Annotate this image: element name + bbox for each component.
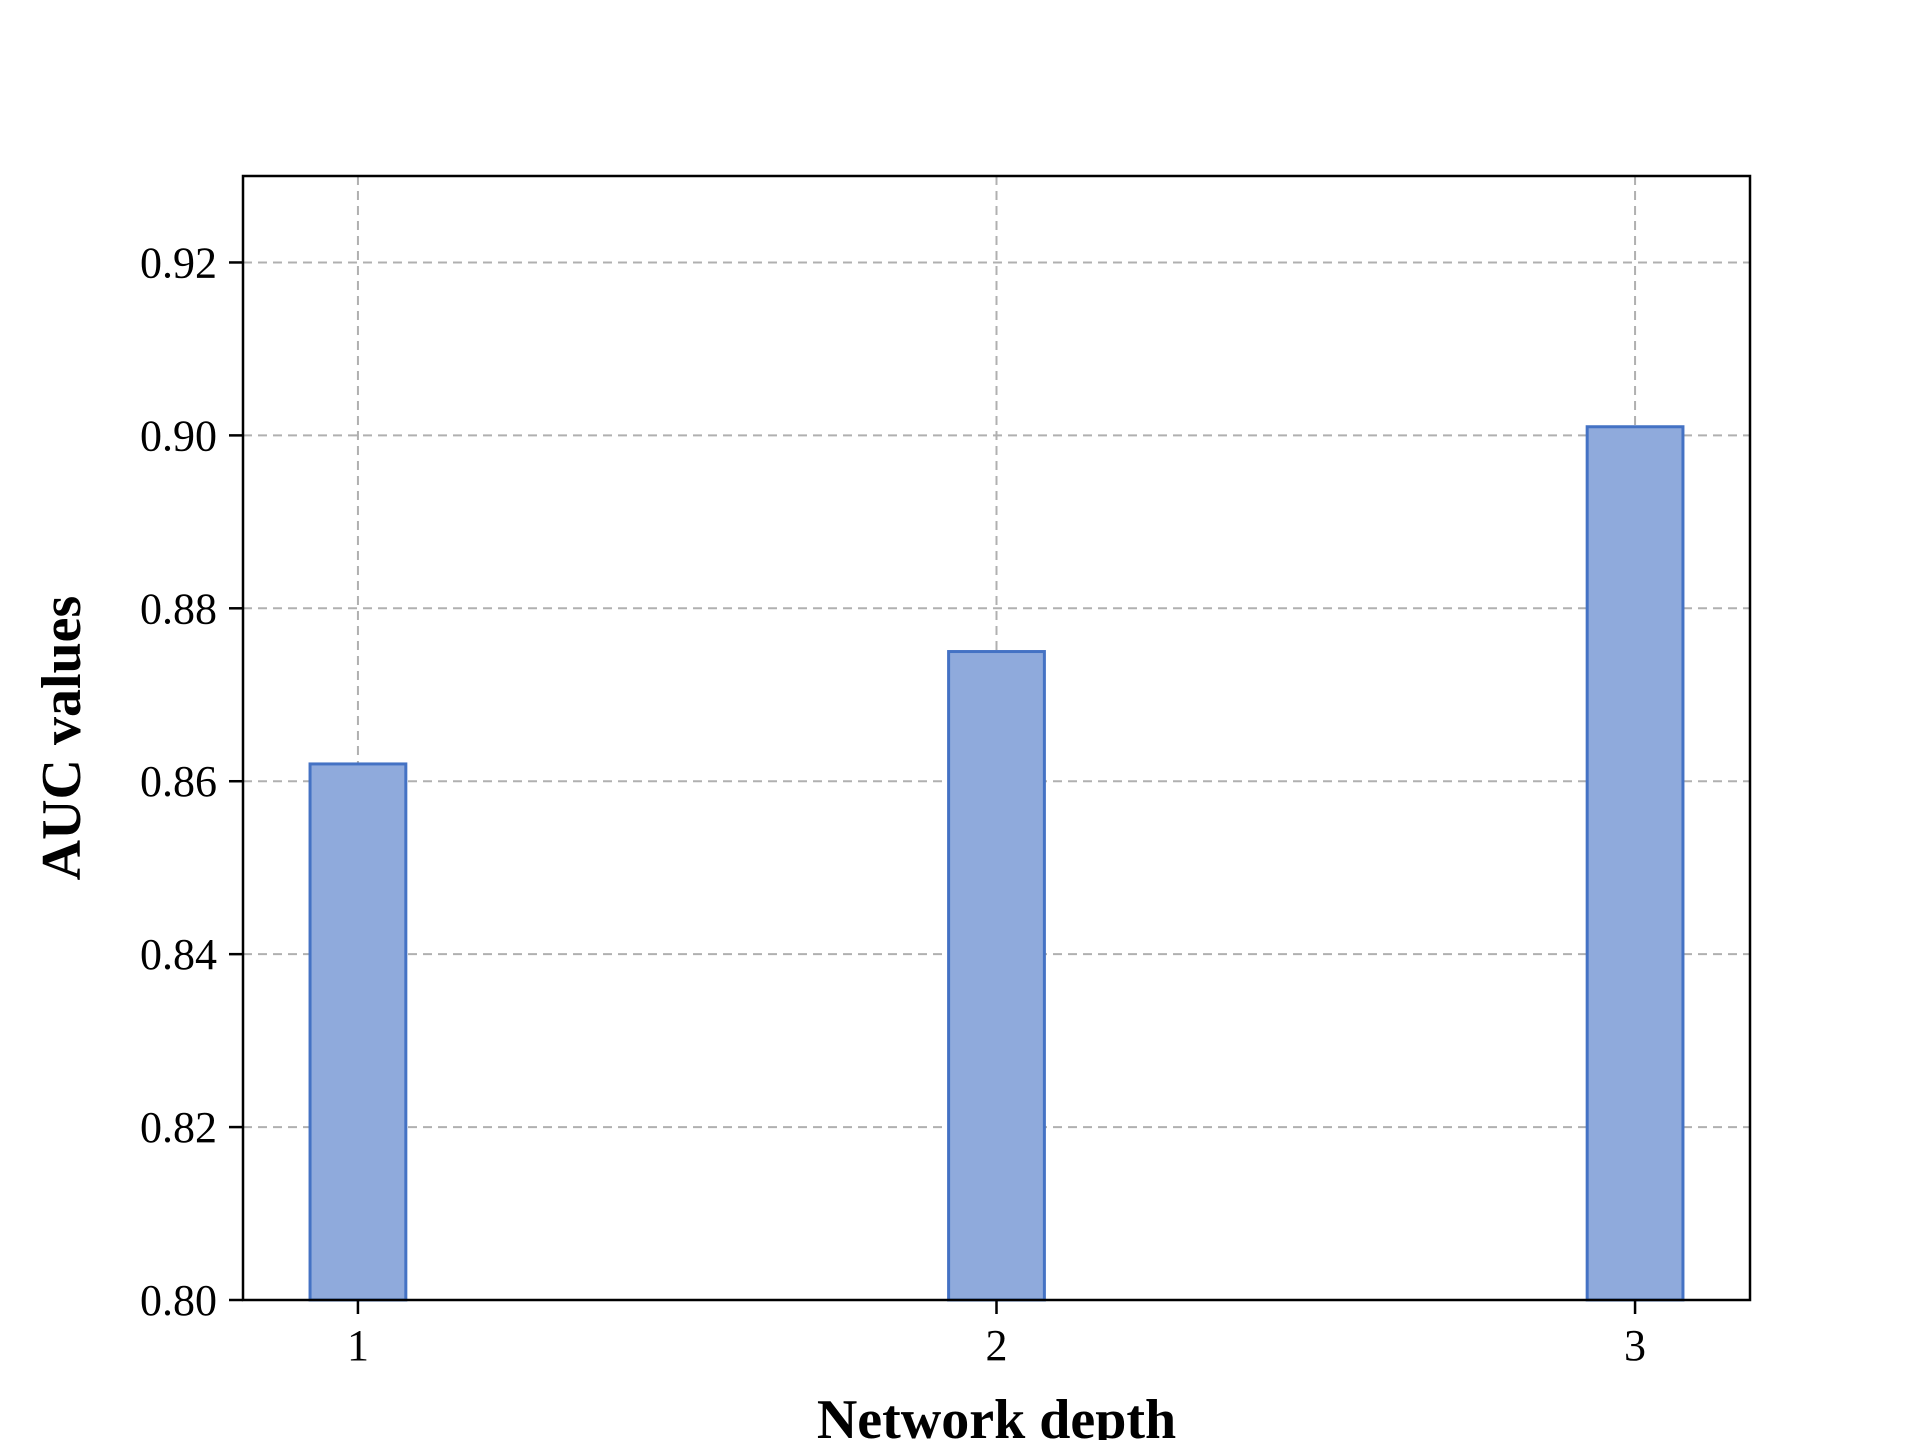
ticks-layer <box>229 261 1637 1314</box>
x-tick-label: 3 <box>1624 1321 1646 1370</box>
y-tick-label: 0.84 <box>140 930 217 979</box>
y-tick-label: 0.88 <box>140 584 217 633</box>
y-axis-title: AUC values <box>31 596 93 881</box>
y-tick-label: 0.80 <box>140 1276 217 1325</box>
y-tick-label: 0.86 <box>140 757 217 806</box>
x-tick-label: 2 <box>986 1321 1008 1370</box>
y-tick-label: 0.92 <box>140 238 217 287</box>
x-tick-label: 1 <box>347 1321 369 1370</box>
tick-labels-layer: 0.80 0.82 0.84 0.86 0.88 0.90 0.92 1 2 3 <box>140 238 1646 1370</box>
y-tick-label: 0.90 <box>140 411 217 460</box>
y-tick-label: 0.82 <box>140 1103 217 1152</box>
bar-depth-3 <box>1585 425 1685 1302</box>
bar-depth-1 <box>308 762 408 1302</box>
x-axis-title: Network depth <box>817 1389 1176 1440</box>
bar-depth-2 <box>947 650 1046 1302</box>
